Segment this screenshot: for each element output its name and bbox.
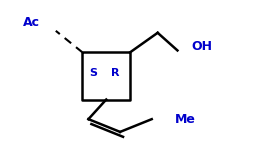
Text: R: R bbox=[110, 68, 119, 78]
Text: Ac: Ac bbox=[22, 17, 39, 30]
Text: OH: OH bbox=[190, 40, 212, 53]
Text: S: S bbox=[89, 68, 97, 78]
Text: Me: Me bbox=[174, 113, 195, 126]
